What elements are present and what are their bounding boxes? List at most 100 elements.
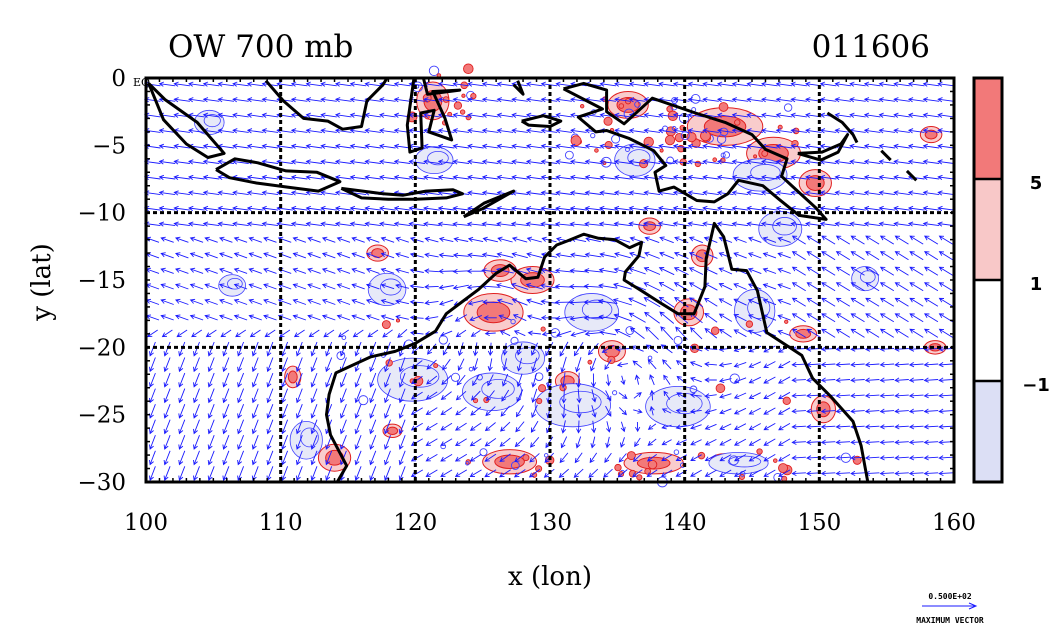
wind-vector: [790, 97, 807, 103]
wind-vector: [909, 266, 924, 276]
wind-vector: [746, 159, 763, 165]
wind-vector: [454, 453, 468, 462]
wind-vector: [555, 159, 572, 165]
wind-vector: [938, 297, 953, 307]
wind-vector: [590, 373, 597, 388]
wind-vector: [321, 236, 336, 243]
wind-vector: [452, 112, 470, 118]
wind-vector: [469, 453, 482, 462]
wind-vector: [393, 143, 411, 149]
wind-vector: [511, 252, 528, 259]
contour-cell: [664, 135, 676, 146]
wind-vector: [163, 388, 171, 404]
wind-vector: [380, 283, 395, 290]
x-tick-label: 100: [124, 510, 168, 536]
coastline-segment: [880, 149, 892, 162]
wind-vector: [511, 236, 528, 243]
wind-vector: [747, 252, 762, 259]
x-tick-label: 140: [663, 510, 707, 536]
wind-vector: [628, 159, 646, 165]
wind-vector: [202, 190, 220, 196]
wind-vector: [264, 329, 276, 338]
wind-vector: [599, 159, 617, 165]
wind-vector: [188, 205, 205, 212]
wind-vector: [540, 128, 558, 134]
wind-vector: [266, 357, 274, 373]
wind-vector: [336, 283, 351, 290]
wind-vector: [937, 205, 954, 212]
wind-vector: [481, 190, 499, 196]
wind-vector: [516, 342, 523, 356]
wind-vector: [748, 438, 761, 446]
wind-vector: [907, 205, 925, 212]
wind-vector: [178, 466, 186, 481]
wind-vector: [587, 343, 599, 356]
wind-vector: [760, 221, 778, 227]
wind-vector: [937, 97, 954, 103]
wind-vector: [485, 406, 496, 417]
wind-vector: [907, 143, 925, 149]
wind-vector: [643, 159, 661, 165]
wind-vector: [649, 405, 655, 416]
wind-vector: [486, 390, 495, 402]
wind-vector: [354, 388, 362, 404]
wind-vector: [605, 405, 612, 417]
wind-vector: [349, 159, 367, 165]
wind-vector: [893, 159, 910, 165]
wind-vector: [878, 221, 896, 227]
wind-vector: [222, 466, 230, 481]
wind-vector: [672, 221, 690, 227]
wind-vector: [456, 374, 466, 386]
wind-vector: [719, 328, 732, 338]
wind-vector: [850, 282, 865, 292]
wind-vector: [515, 421, 525, 433]
wind-vector: [424, 252, 439, 258]
colorbar: 5 1 −1: [972, 76, 1050, 484]
wind-vector: [938, 235, 953, 245]
wind-vector: [222, 372, 230, 388]
wind-vector: [850, 439, 865, 445]
wind-vector: [149, 372, 156, 388]
y-tick-label: −10: [77, 201, 126, 227]
wind-vector: [704, 454, 717, 462]
wind-vector: [835, 393, 851, 399]
negative-vorticity-contour: [627, 149, 651, 167]
contour-cell: [395, 318, 401, 323]
coastline-segment: [405, 77, 462, 154]
wind-vector: [188, 221, 205, 227]
coastline-segment: [512, 80, 525, 96]
wind-vector: [484, 469, 497, 478]
x-tick-labels: 100 110 120 130 140 150 160: [124, 510, 976, 536]
wind-vector: [672, 81, 690, 87]
wind-vector: [380, 236, 395, 243]
wind-vector: [576, 420, 582, 434]
strong-vorticity-core: [494, 454, 525, 469]
wind-vector: [452, 268, 470, 275]
wind-vector: [659, 251, 675, 260]
contour-cell: [453, 101, 463, 110]
wind-vector: [325, 341, 333, 357]
wind-vector: [424, 268, 439, 274]
wind-vector: [232, 221, 249, 227]
wind-vector: [938, 251, 953, 261]
wind-vector: [263, 314, 277, 321]
wind-vector: [672, 143, 690, 149]
wind-vector: [923, 455, 939, 461]
wind-vector: [731, 112, 749, 118]
wind-vector: [733, 392, 747, 399]
wind-vector: [556, 330, 572, 337]
negative-vorticity-contour: [581, 299, 613, 320]
wind-vector: [382, 329, 393, 338]
wind-vector: [716, 81, 734, 87]
wind-vector: [384, 357, 391, 373]
wind-vector: [369, 419, 377, 435]
contour-cell: [718, 102, 729, 112]
wind-vector: [909, 235, 924, 245]
wind-vector: [923, 408, 939, 414]
wind-vector: [850, 470, 865, 477]
wind-vector: [364, 143, 381, 149]
wind-vector: [439, 299, 454, 306]
wind-vector: [466, 268, 485, 274]
wind-vector: [354, 450, 362, 466]
wind-vector: [193, 372, 200, 388]
